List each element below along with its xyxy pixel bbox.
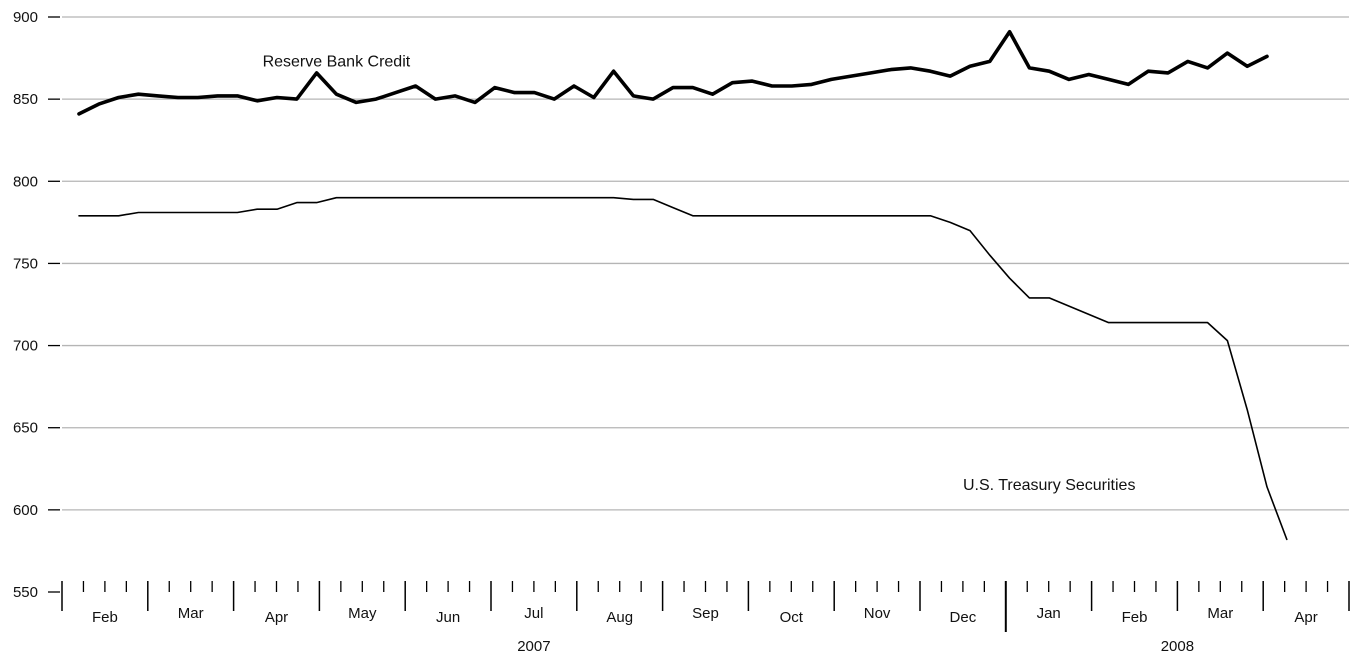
month-label: Feb	[92, 609, 118, 626]
y-tick-label: 650	[13, 420, 38, 437]
series-label: Reserve Bank Credit	[263, 53, 411, 70]
month-label: Jan	[1037, 605, 1061, 622]
y-tick-label: 800	[13, 173, 38, 190]
month-label: Oct	[780, 609, 804, 626]
month-label: May	[348, 605, 377, 622]
y-tick-label: 600	[13, 502, 38, 519]
year-label: 2007	[517, 638, 550, 655]
month-label: Nov	[864, 605, 891, 622]
y-tick-label: 550	[13, 584, 38, 601]
month-label: Jul	[524, 605, 543, 622]
month-label: Aug	[606, 609, 633, 626]
y-tick-label: 700	[13, 338, 38, 355]
month-label: Jun	[436, 609, 460, 626]
y-tick-label: 900	[13, 9, 38, 26]
month-label: Apr	[1294, 609, 1317, 626]
month-label: Feb	[1122, 609, 1148, 626]
month-label: Apr	[265, 609, 288, 626]
y-tick-label: 850	[13, 91, 38, 108]
series-line-reserve-bank-credit	[77, 29, 1269, 116]
year-label: 2008	[1161, 638, 1194, 655]
x-axis: Feb Mar Apr May Jun Jul Aug Sep Oct Nov Dec Jan Feb M…	[61, 581, 1350, 655]
series-labels: Reserve Bank Credit U.S. Treasury Securit…	[263, 53, 1136, 494]
series-line-us-treasury-securities	[78, 196, 1288, 541]
series-label: U.S. Treasury Securities	[963, 477, 1136, 494]
series-group	[77, 29, 1288, 541]
y-tick-label: 750	[13, 255, 38, 272]
month-label: Sep	[692, 605, 719, 622]
y-axis: 550 600 650 700 750 800 850 900	[13, 9, 60, 601]
month-label: Dec	[950, 609, 977, 626]
month-label: Mar	[178, 605, 204, 622]
month-label: Mar	[1207, 605, 1233, 622]
